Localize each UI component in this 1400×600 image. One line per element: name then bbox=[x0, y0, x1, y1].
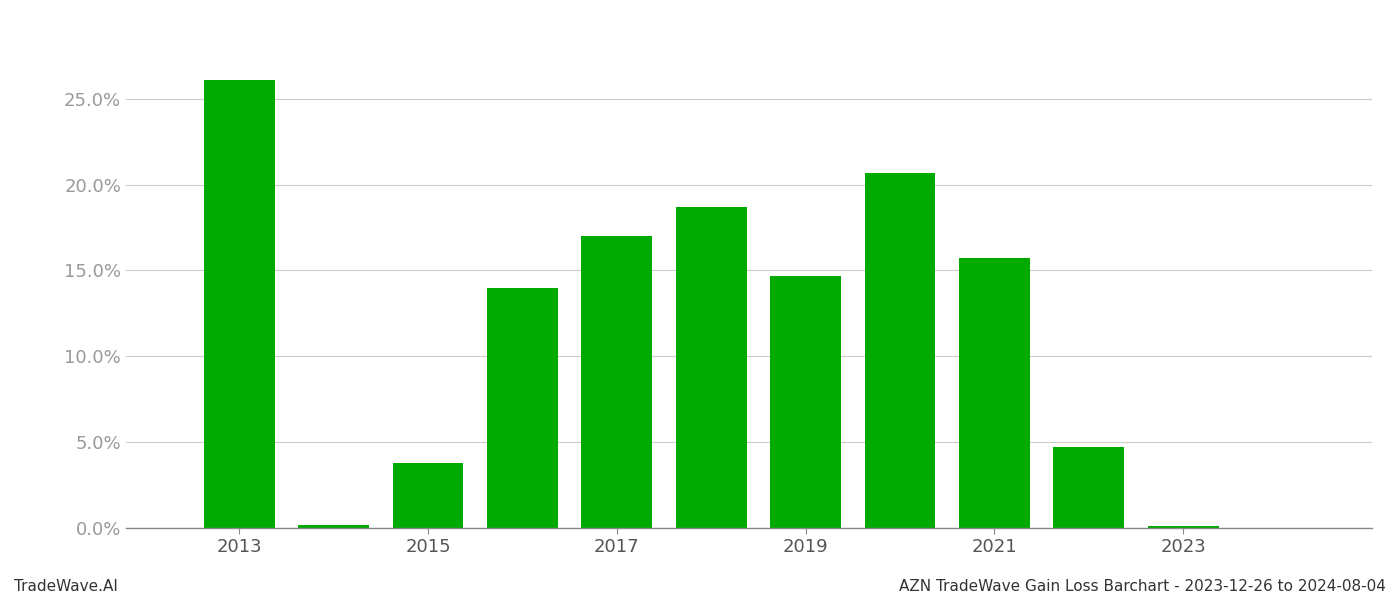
Bar bbox=[581, 236, 652, 528]
Bar bbox=[392, 463, 463, 528]
Bar bbox=[487, 287, 557, 528]
Bar bbox=[1148, 526, 1218, 528]
Bar bbox=[770, 275, 841, 528]
Bar bbox=[865, 173, 935, 528]
Bar bbox=[959, 259, 1030, 528]
Bar bbox=[204, 80, 274, 528]
Text: TradeWave.AI: TradeWave.AI bbox=[14, 579, 118, 594]
Bar bbox=[1053, 447, 1124, 528]
Text: AZN TradeWave Gain Loss Barchart - 2023-12-26 to 2024-08-04: AZN TradeWave Gain Loss Barchart - 2023-… bbox=[899, 579, 1386, 594]
Bar bbox=[298, 524, 370, 528]
Bar bbox=[676, 207, 746, 528]
